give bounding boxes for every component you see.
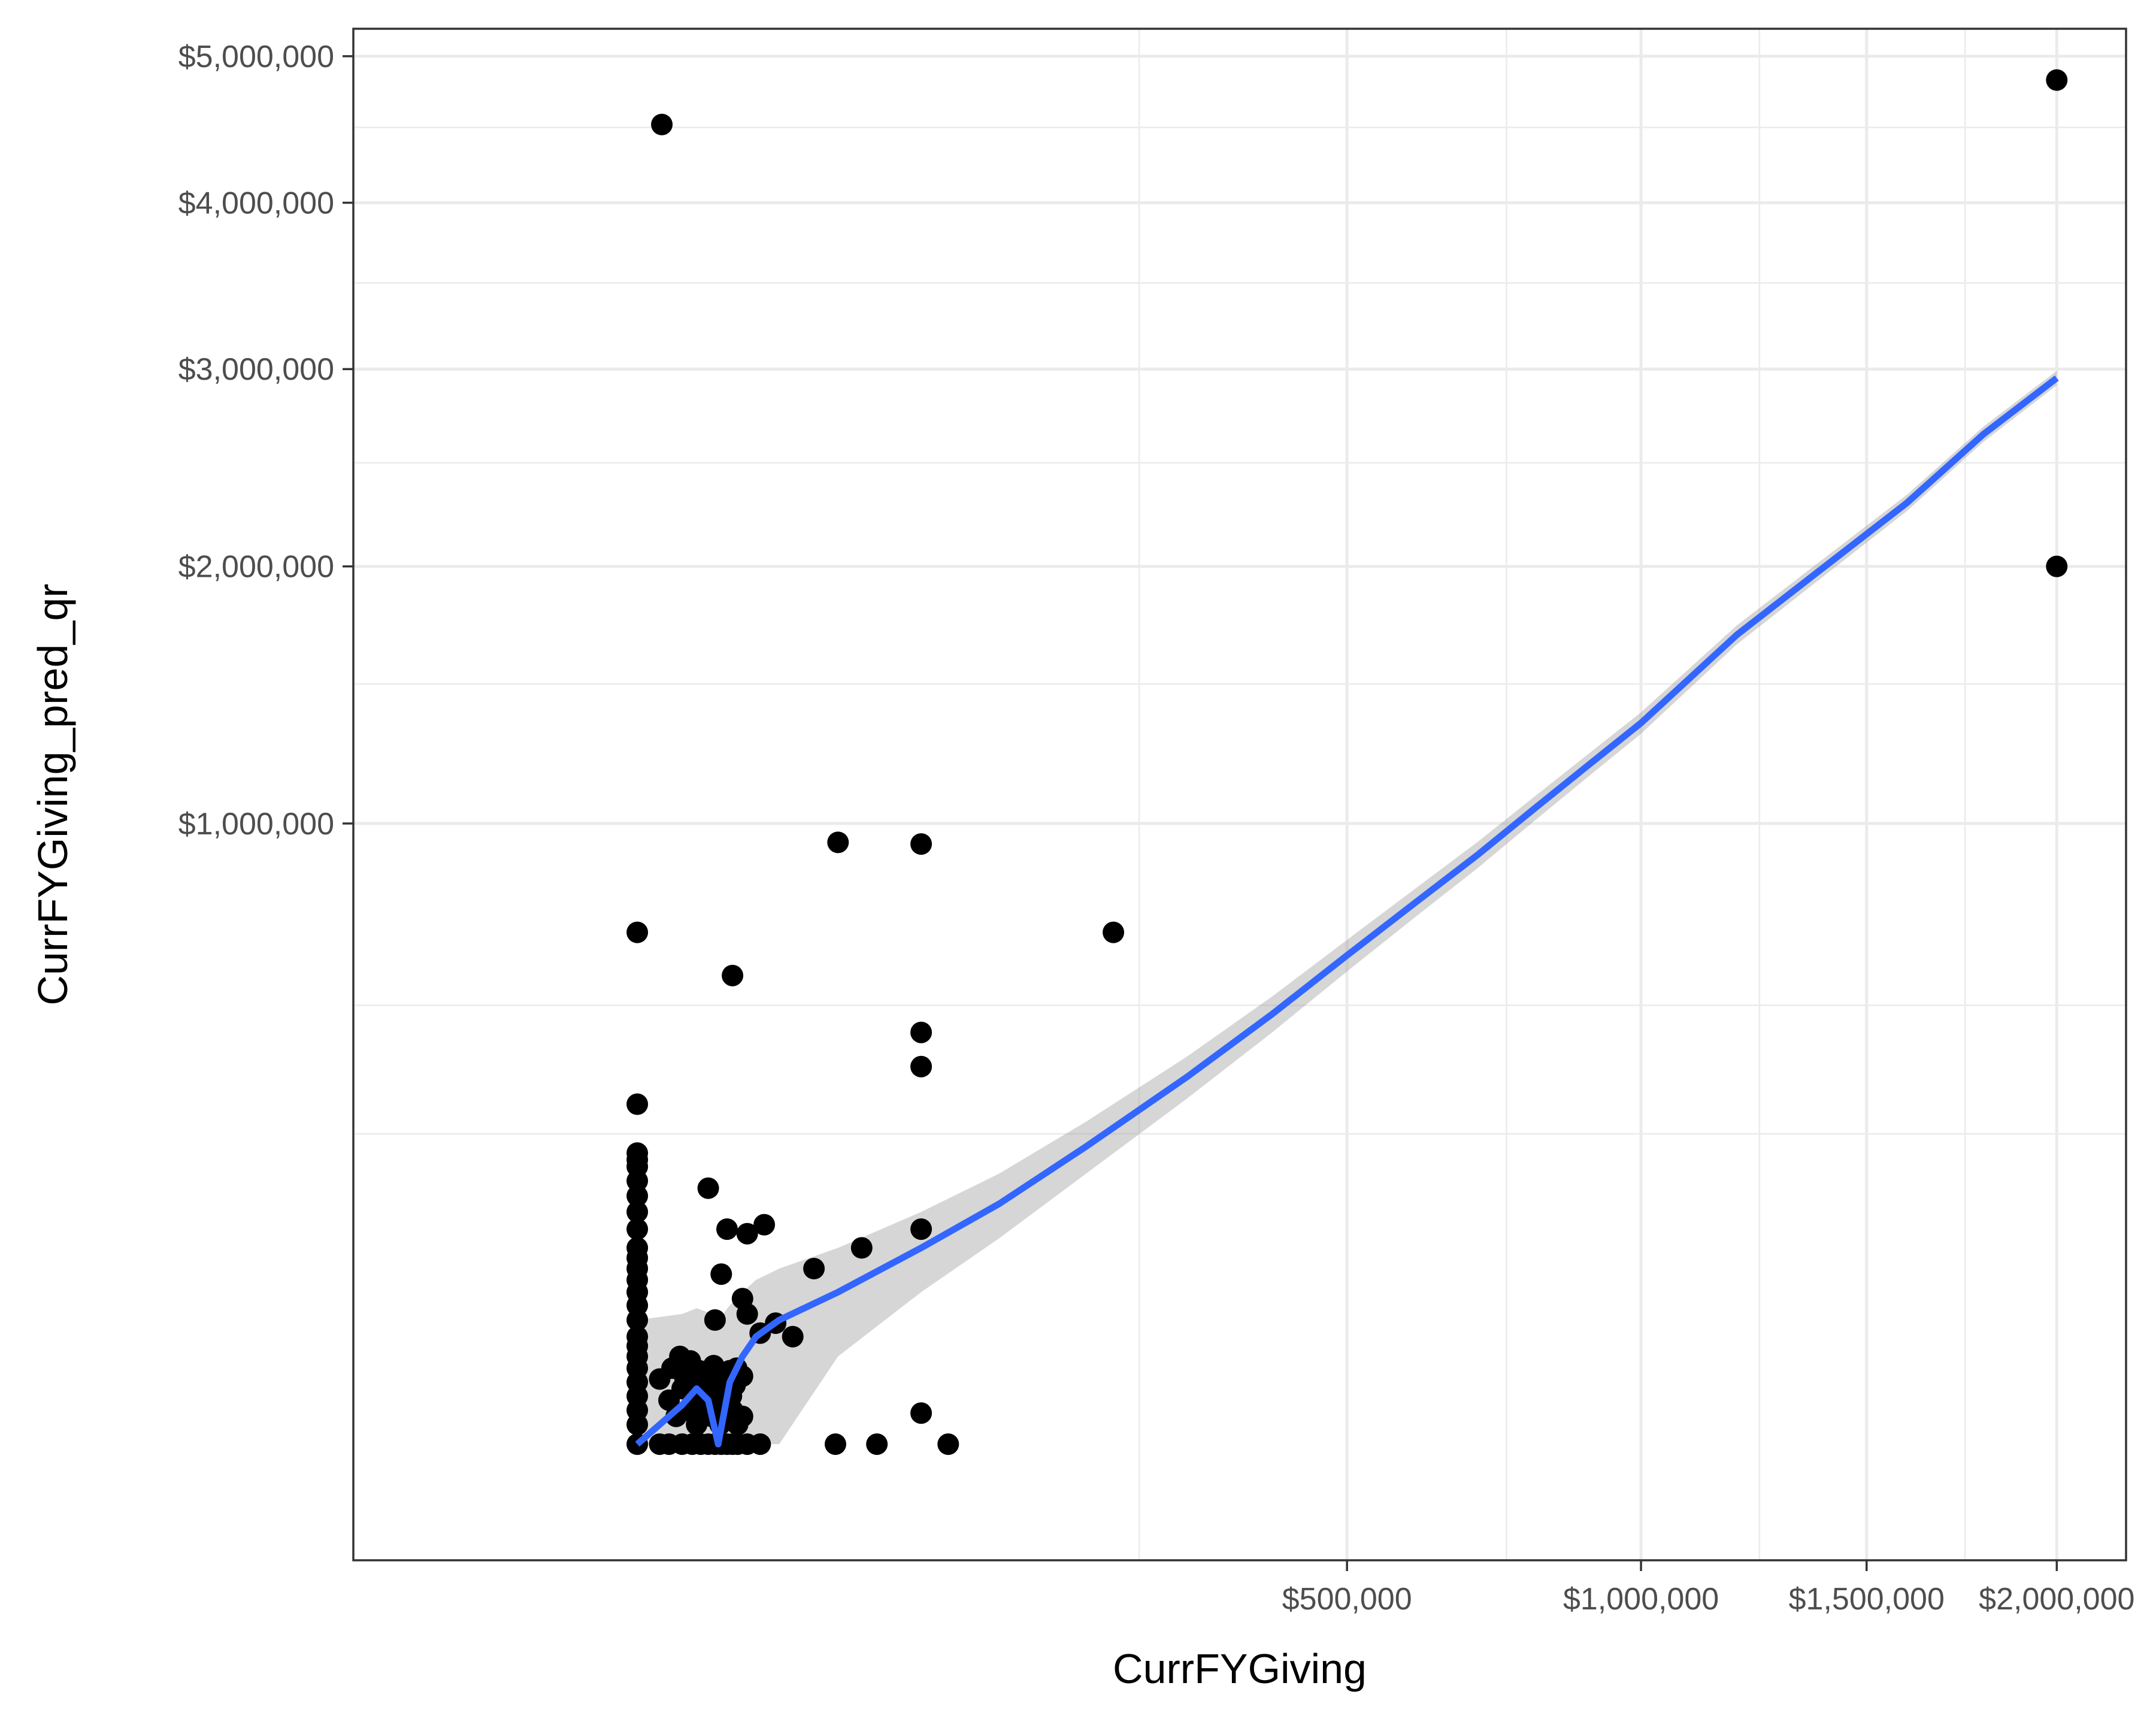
data-point-48 [910,1218,932,1240]
x-tick-label-1: $1,000,000 [1563,1582,1719,1617]
data-point-3 [626,921,649,943]
y-tick-label-3: $4,000,000 [178,186,334,221]
data-point-78 [649,1368,671,1390]
data-point-83 [702,1355,725,1376]
trend-line [635,375,2059,1448]
y-axis: $1,000,000 $2,000,000 $3,000,000 $4,000,000… [178,40,353,842]
data-point-0 [2046,69,2068,91]
x-axis-title: CurrFYGiving [1113,1645,1367,1692]
data-point-77 [726,1414,749,1436]
x-axis: $500,000 $1,000,000 $1,500,000 $2,000,000 [1282,1560,2134,1617]
y-tick-label-2: $3,000,000 [178,352,334,387]
data-point-17 [626,1218,649,1240]
y-tick-label-0: $1,000,000 [178,807,334,842]
data-point-9 [910,1055,932,1078]
data-point-38 [736,1222,758,1245]
data-point-44 [782,1325,804,1348]
data-point-15 [626,1185,649,1207]
data-point-36 [704,1309,726,1331]
data-point-35 [716,1218,738,1240]
data-point-8 [910,1021,932,1043]
data-point-99 [722,1433,744,1455]
data-point-96 [681,1433,703,1455]
major-gridlines [353,29,2126,1560]
data-point-34 [697,1177,719,1199]
data-point-5 [910,833,932,855]
x-tick-label-0: $500,000 [1282,1582,1412,1617]
data-point-41 [736,1303,758,1325]
data-point-4 [827,831,849,854]
data-point-39 [753,1213,776,1236]
data-point-53 [910,1402,932,1424]
data-point-14 [626,1170,649,1192]
data-point-47 [850,1237,873,1259]
data-point-7 [722,964,744,986]
confidence-band-area [637,371,2057,1445]
x-tick-label-3: $2,000,000 [1979,1582,2134,1617]
data-point-10 [626,1093,649,1115]
data-point-51 [825,1433,846,1455]
confidence-band [637,371,2057,1445]
data-point-6 [1103,921,1125,943]
data-point-1 [2046,555,2068,577]
minor-gridlines [353,29,2126,1560]
x-tick-label-2: $1,500,000 [1789,1582,1945,1617]
y-tick-label-1: $2,000,000 [178,550,334,585]
y-axis-title: CurrFYGiving_pred_qr [29,583,76,1005]
data-point-16 [626,1201,649,1223]
data-point-46 [803,1258,825,1279]
data-point-32 [626,1414,649,1436]
data-point-37 [710,1263,732,1285]
y-tick-label-4: $5,000,000 [178,40,334,74]
data-point-52 [866,1433,888,1455]
data-point-2 [651,113,673,135]
data-point-93 [736,1433,758,1455]
panel-border [352,28,2127,1561]
data-point-54 [937,1433,959,1455]
data-point-95 [658,1433,680,1455]
data-point-24 [626,1309,649,1331]
trend-line-path [635,375,2059,1448]
